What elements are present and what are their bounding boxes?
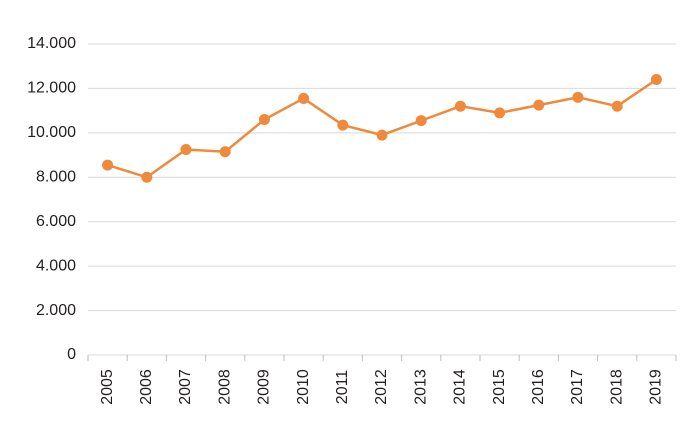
data-point [650, 74, 662, 86]
x-tick-label: 2006 [138, 369, 155, 405]
data-point [533, 99, 545, 111]
x-tick-label: 2010 [295, 369, 312, 405]
data-point [258, 114, 270, 126]
data-point [494, 107, 506, 119]
data-point [141, 171, 153, 183]
data-point [180, 144, 192, 156]
data-point [219, 146, 231, 158]
y-tick-label: 4.000 [36, 257, 76, 274]
x-tick-label: 2014 [452, 369, 469, 405]
x-tick-label: 2013 [412, 369, 429, 405]
data-point [415, 115, 427, 127]
data-point [572, 91, 584, 103]
x-tick-label: 2011 [334, 370, 351, 405]
y-tick-label: 6.000 [36, 213, 76, 230]
y-tick-label: 0 [67, 346, 76, 363]
x-tick-label: 2009 [256, 369, 273, 405]
x-tick-label: 2019 [648, 369, 665, 405]
data-point [376, 129, 388, 141]
data-point [337, 119, 349, 131]
y-tick-label: 14.000 [27, 35, 76, 52]
y-tick-label: 12.000 [27, 80, 76, 97]
data-point [454, 100, 466, 112]
x-tick-label: 2007 [177, 369, 194, 405]
x-tick-label: 2005 [99, 369, 116, 405]
data-point [102, 159, 114, 171]
x-tick-label: 2008 [216, 369, 233, 405]
y-tick-label: 10.000 [27, 124, 76, 141]
y-tick-label: 8.000 [36, 169, 76, 186]
x-tick-label: 2015 [491, 369, 508, 405]
x-tick-label: 2017 [569, 369, 586, 405]
data-point [298, 92, 310, 104]
x-tick-label: 2018 [608, 369, 625, 405]
y-tick-label: 2.000 [36, 302, 76, 319]
x-tick-label: 2016 [530, 369, 547, 405]
data-point [611, 100, 623, 112]
x-tick-label: 2012 [373, 369, 390, 405]
